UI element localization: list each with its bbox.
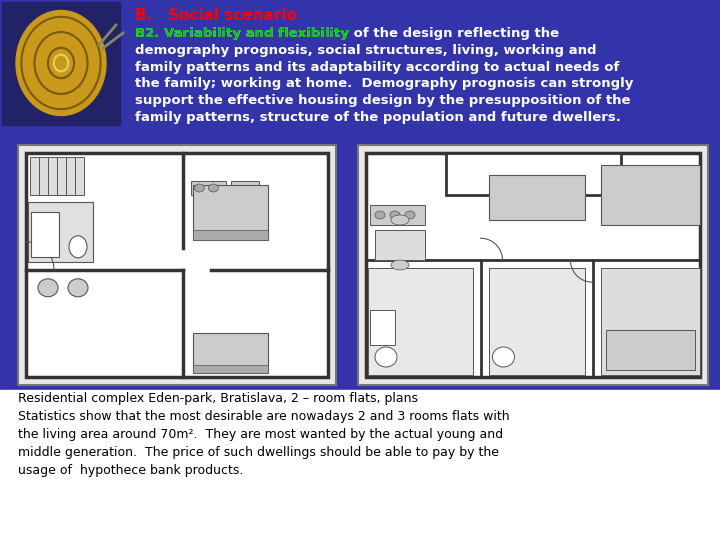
Bar <box>28 202 93 262</box>
Ellipse shape <box>375 347 397 367</box>
Bar <box>358 145 708 385</box>
Bar <box>194 365 269 373</box>
Bar <box>370 205 425 225</box>
Bar <box>39 157 48 195</box>
Bar <box>488 268 585 375</box>
Text: B2. Variability and flexibility of the design reflecting the
demography prognosi: B2. Variability and flexibility of the d… <box>135 27 634 124</box>
Bar <box>368 268 472 375</box>
Bar <box>194 185 269 240</box>
Bar <box>488 175 585 220</box>
Bar <box>0 0 720 390</box>
Ellipse shape <box>492 347 515 367</box>
Bar <box>192 181 226 195</box>
Bar <box>0 390 720 540</box>
Bar <box>600 165 700 225</box>
Ellipse shape <box>16 10 106 116</box>
Bar <box>600 268 700 375</box>
Ellipse shape <box>194 184 204 192</box>
Bar <box>366 153 700 377</box>
Text: Statistics show that the most desirable are nowadays 2 and 3 rooms flats with
th: Statistics show that the most desirable … <box>18 410 510 477</box>
Text: Residential complex Eden-park, Bratislava, 2 – room flats, plans: Residential complex Eden-park, Bratislav… <box>18 392 418 405</box>
Bar <box>31 212 59 257</box>
Bar <box>18 145 336 385</box>
Bar <box>231 181 259 195</box>
Ellipse shape <box>391 215 409 225</box>
Ellipse shape <box>391 260 409 270</box>
Bar <box>370 310 395 345</box>
Bar <box>26 153 328 377</box>
Bar <box>2 2 120 125</box>
Ellipse shape <box>38 279 58 297</box>
Bar <box>66 157 75 195</box>
Bar <box>194 333 269 373</box>
Ellipse shape <box>405 211 415 219</box>
Ellipse shape <box>69 236 87 258</box>
Ellipse shape <box>68 279 88 297</box>
Ellipse shape <box>375 211 385 219</box>
Bar <box>75 157 84 195</box>
Ellipse shape <box>390 211 400 219</box>
Text: B2. Variability and flexibility: B2. Variability and flexibility <box>135 27 349 40</box>
Bar <box>48 157 57 195</box>
Bar <box>30 157 39 195</box>
Bar <box>446 153 621 195</box>
Ellipse shape <box>208 184 218 192</box>
Bar <box>57 157 66 195</box>
Bar <box>194 230 269 240</box>
Bar <box>606 330 695 370</box>
Text: B.   Social scenario: B. Social scenario <box>135 8 297 23</box>
Bar <box>375 230 425 260</box>
